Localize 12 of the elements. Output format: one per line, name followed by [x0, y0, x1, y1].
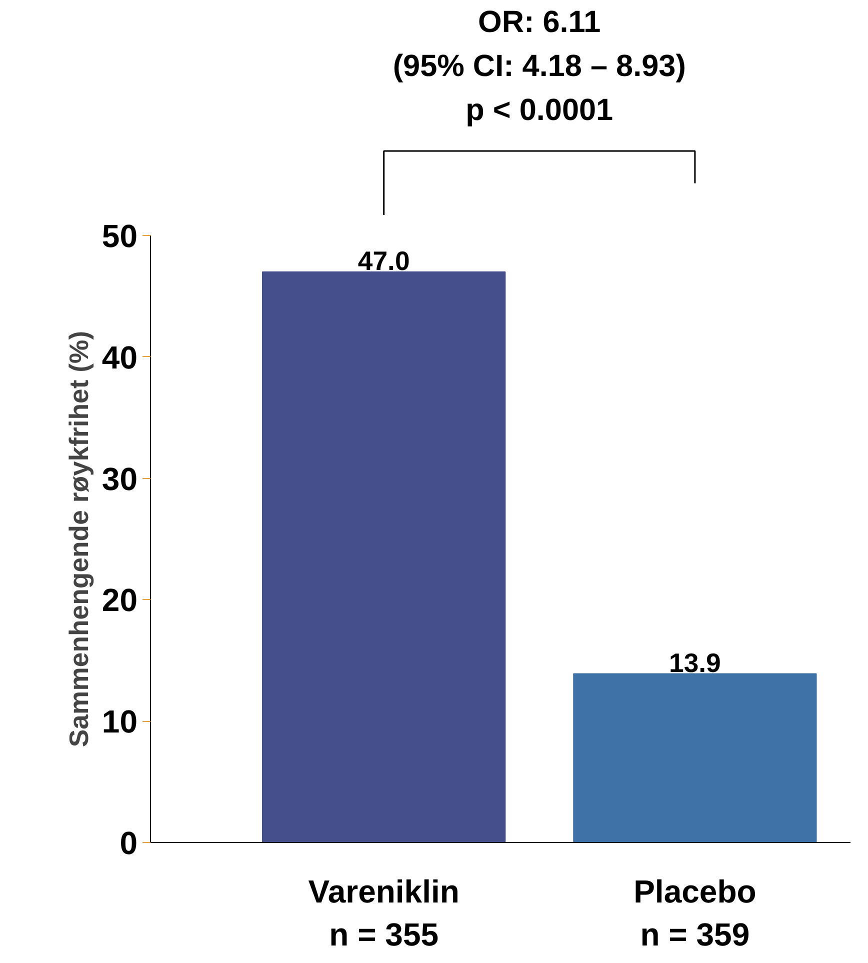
y-tick-label: 20 — [102, 582, 138, 618]
y-axis-title: Sammenhengende røykfrihet (%) — [64, 330, 94, 748]
data-label: 13.9 — [669, 648, 721, 678]
text: OR: 6.11 (95% CI: 4.18 – 8.93) p < 0.0001 — [392, 4, 686, 128]
x-tick-label: Placebo n = 359 — [634, 874, 756, 953]
y-tick-label: 0 — [120, 825, 138, 861]
y-tick-label: 30 — [102, 460, 138, 497]
x-tick-label: Vareniklin n = 355 — [308, 874, 460, 953]
data-label: 47.0 — [358, 246, 410, 276]
y-tick-label: 40 — [102, 339, 138, 376]
y-tick-label: 10 — [102, 704, 138, 740]
y-tick-label: 50 — [102, 218, 138, 254]
